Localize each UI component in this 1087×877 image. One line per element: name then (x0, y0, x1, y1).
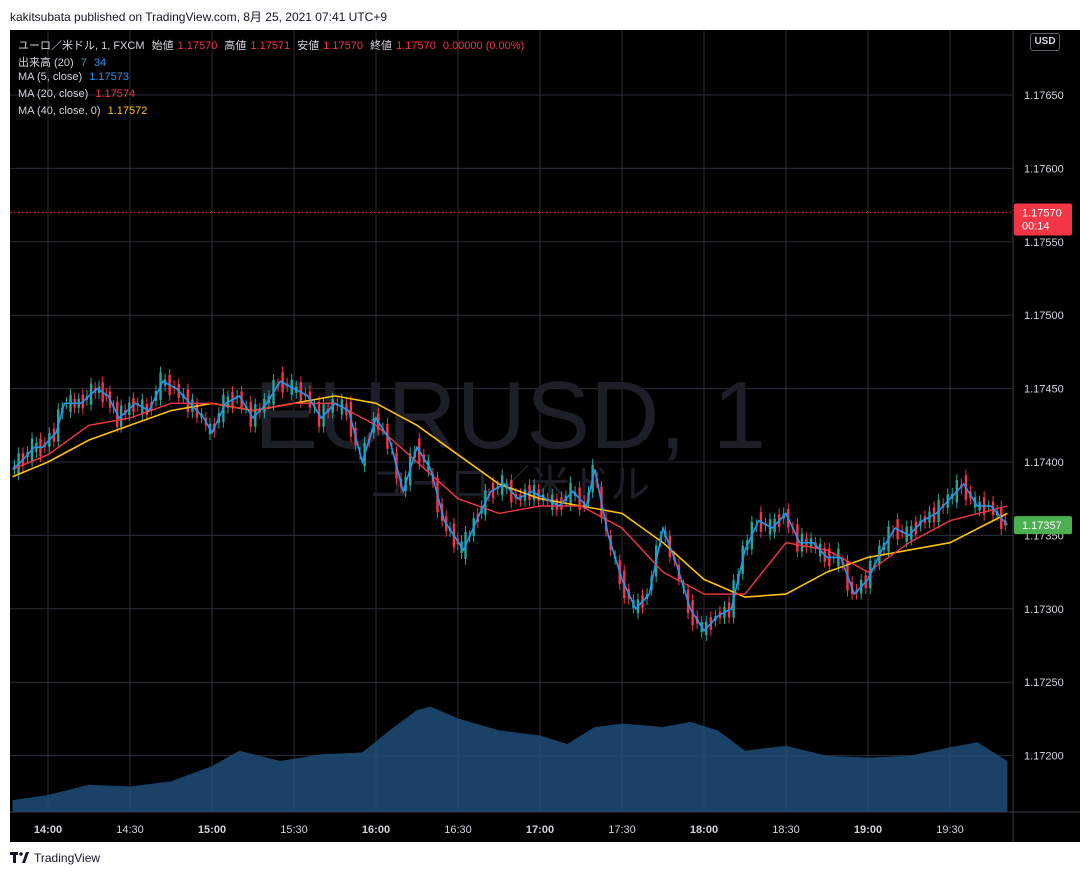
x-tick-label: 19:30 (936, 824, 964, 836)
y-tick-label: 1.17650 (1024, 90, 1064, 102)
x-tick-label: 18:00 (690, 824, 718, 836)
change-value: 0.00000 (0.00%) (442, 40, 525, 52)
open-label: 始値 (151, 40, 174, 52)
x-tick-label: 16:00 (362, 824, 390, 836)
low-value: 1.17570 (323, 40, 363, 52)
x-tick-label: 14:30 (116, 824, 144, 836)
ma5-value: 1.17573 (89, 71, 130, 83)
symbol-label: ユーロ／米ドル, 1, FXCM (18, 40, 145, 52)
x-tick-label: 17:30 (608, 824, 636, 836)
ma20-legend: MA (20, close) 1.17574 (18, 88, 139, 100)
y-tick-label: 1.17550 (1024, 237, 1064, 249)
x-tick-label: 15:30 (280, 824, 308, 836)
ma5-line (11, 380, 1009, 633)
low-label: 安値 (297, 40, 320, 52)
ma-price-badge (1014, 516, 1072, 535)
publish-info: kakitsubata published on TradingView.com… (10, 10, 388, 24)
volume-legend: 出来高 (20) 7 34 (18, 54, 110, 70)
close-value: 1.17570 (396, 40, 436, 52)
watermark-name: ユーロ／米ドル (370, 462, 650, 508)
y-tick-label: 1.17500 (1024, 310, 1064, 322)
high-label: 高値 (224, 40, 247, 52)
volume-value-a: 7 (80, 57, 87, 69)
y-tick-label: 1.17400 (1024, 457, 1064, 469)
x-tick-label: 19:00 (854, 824, 882, 836)
ma20-line (12, 402, 1008, 595)
ma20-label: MA (20, close) (18, 88, 89, 100)
y-tick-label: 1.17600 (1024, 163, 1064, 175)
ma20-value: 1.17574 (95, 88, 136, 100)
countdown-value: 00:14 (1022, 220, 1050, 232)
volume-label: 出来高 (20) (18, 57, 74, 69)
tradingview-logo-icon (10, 852, 29, 863)
footer-brand-label: TradingView (34, 851, 101, 865)
ma40-value: 1.17572 (107, 105, 148, 117)
ohlc-legend: ユーロ／米ドル, 1, FXCM 始値 1.17570 高値 1.17571 安値 1… (18, 37, 528, 53)
ma40-legend: MA (40, close, 0) 1.17572 (18, 105, 151, 117)
x-tick-label: 18:30 (772, 824, 800, 836)
volume-value-b: 34 (93, 57, 107, 69)
footer-brand[interactable]: TradingView (10, 851, 100, 865)
ma40-line (12, 395, 1008, 598)
ma40-label: MA (40, close, 0) (18, 105, 101, 117)
ma5-label: MA (5, close) (18, 71, 83, 83)
y-tick-label: 1.17200 (1024, 751, 1064, 763)
currency-button[interactable]: USD (1030, 33, 1060, 51)
open-value: 1.17570 (177, 40, 218, 52)
x-tick-label: 17:00 (526, 824, 554, 836)
x-tick-label: 14:00 (34, 824, 62, 836)
last-price-value: 1.17570 (1022, 207, 1062, 219)
close-label: 終値 (370, 40, 393, 52)
watermark-symbol: EURUSD, 1 (254, 362, 766, 469)
x-tick-label: 15:00 (198, 824, 226, 836)
x-tick-label: 16:30 (444, 824, 472, 836)
ma-price-value: 1.17357 (1022, 520, 1062, 532)
y-tick-label: 1.17450 (1024, 384, 1064, 396)
last-price-badge (1014, 203, 1072, 236)
y-tick-label: 1.17250 (1024, 677, 1064, 689)
y-tick-label: 1.17300 (1024, 604, 1064, 616)
chart-frame[interactable]: EURUSD, 1 ユーロ／米ドル 1.17650 1.17600 1.17550 1.1… (10, 30, 1080, 842)
high-value: 1.17571 (250, 40, 291, 52)
ma5-legend: MA (5, close) 1.17573 (18, 71, 133, 83)
volume-area (12, 706, 1008, 812)
